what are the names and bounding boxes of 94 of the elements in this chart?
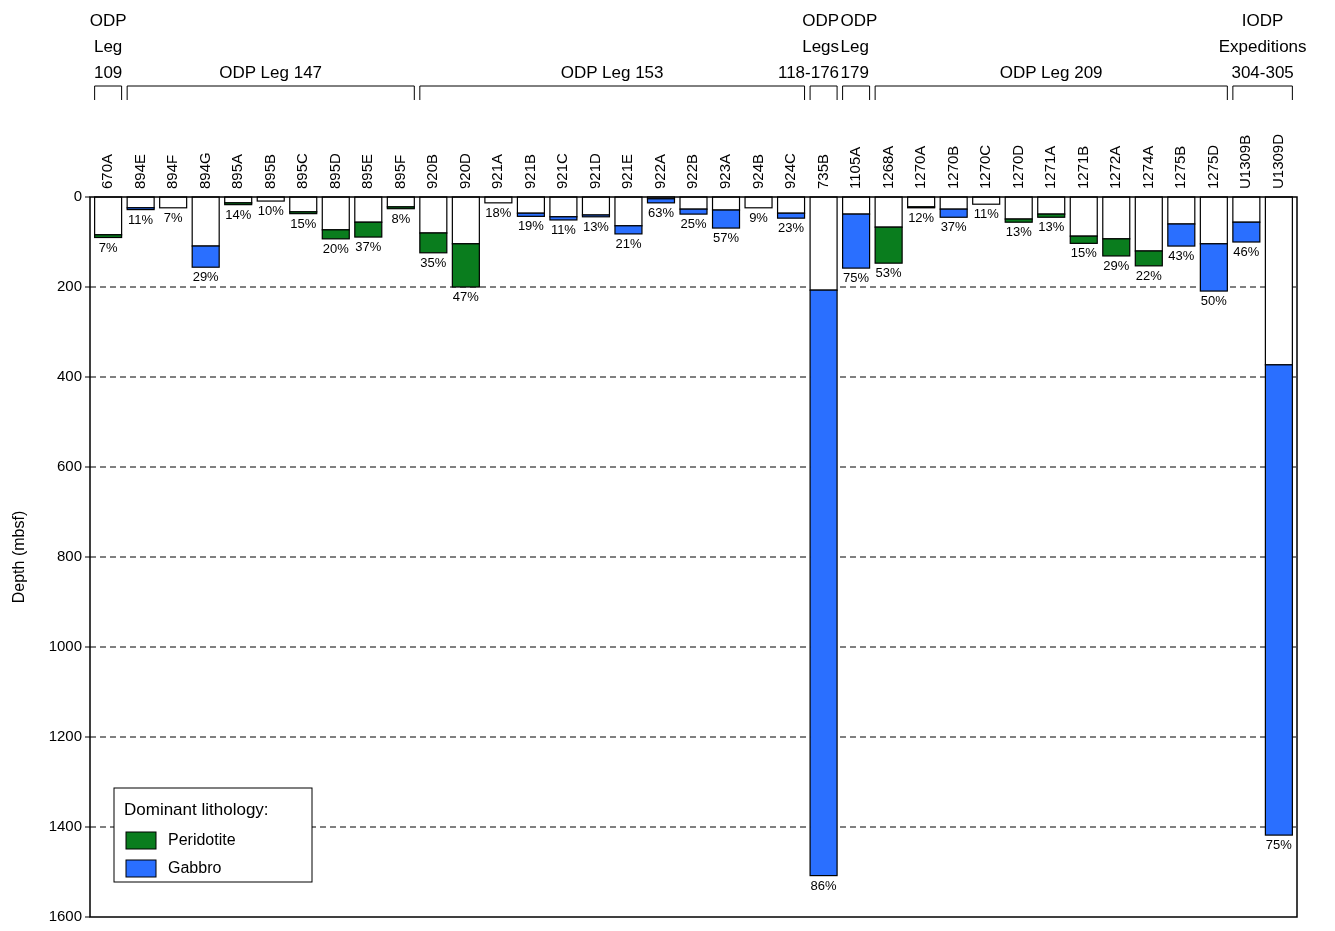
annotation: 53% <box>875 265 903 281</box>
annotation: 13% <box>1005 224 1033 240</box>
annotation: 14% <box>225 206 252 222</box>
annotation: 23% <box>778 220 805 236</box>
x-tick-label: 1271A <box>1041 145 1059 189</box>
annotation: 10% <box>257 203 285 219</box>
annotation: 20% <box>322 240 350 256</box>
y-tick-label: 1000 <box>48 636 82 654</box>
x-tick-label: 1270A <box>911 145 929 189</box>
x-tick-label: 1270B <box>943 145 961 189</box>
x-tick-label: 735B <box>813 153 831 189</box>
text: ODP Leg 179 <box>840 11 878 82</box>
x-tick-label: 1272A <box>1106 145 1124 189</box>
x-tick-label: 1270D <box>1008 144 1026 189</box>
x-tick-label: 1271B <box>1073 145 1091 189</box>
x-tick-label: 1274A <box>1138 145 1156 189</box>
annotation: 8% <box>391 210 411 226</box>
x-tick-label: 922A <box>650 153 668 189</box>
legend-label: Gabbro <box>168 859 222 877</box>
legend-title: Dominant lithology: <box>124 800 269 819</box>
x-tick-label: 921C <box>553 152 571 189</box>
x-tick-label: 920B <box>423 153 441 189</box>
y-tick-label: 1400 <box>48 816 82 834</box>
x-tick-label: 921A <box>488 153 506 189</box>
annotation: 25% <box>680 216 707 232</box>
x-tick-label: 670A <box>98 153 116 189</box>
text: ODP Leg 109 <box>89 11 127 82</box>
y-tick-label: 200 <box>56 276 82 294</box>
x-tick-label: 924B <box>748 153 766 189</box>
annotation: 35% <box>420 254 447 270</box>
legend-label: Peridotite <box>168 831 236 849</box>
x-tick-label: 894E <box>130 153 148 189</box>
x-tick-label: 1268A <box>878 145 896 189</box>
x-tick-label: 921E <box>618 153 636 189</box>
text: ODP Legs 118-176 <box>777 11 840 82</box>
y-tick-label: 1200 <box>48 726 82 744</box>
annotation: 22% <box>1135 267 1163 283</box>
annotation: 7% <box>163 209 183 225</box>
annotation: 11% <box>550 221 577 237</box>
annotation: 37% <box>355 239 382 255</box>
annotation: 50% <box>1200 293 1228 309</box>
y-tick-label: 0 <box>73 186 82 204</box>
x-tick-label: 895D <box>325 152 343 189</box>
annotation: 9% <box>749 209 769 225</box>
x-tick-label: 895B <box>260 153 278 189</box>
annotation: 86% <box>810 877 838 893</box>
text: IODP Expeditions 304-305 <box>1218 11 1307 82</box>
x-tick-label: 1275D <box>1203 144 1221 189</box>
annotation: 29% <box>1103 257 1130 273</box>
annotation: 18% <box>485 204 512 220</box>
x-tick-label: 895C <box>293 152 311 189</box>
y-tick-label: 1600 <box>48 906 82 924</box>
y-axis-title: Depth (mbsf) <box>10 510 27 604</box>
annotation: 19% <box>517 218 545 234</box>
x-tick-label: 921B <box>520 153 538 189</box>
x-tick-label: 924C <box>781 152 799 189</box>
annotation: 13% <box>582 218 610 234</box>
annotation: 15% <box>290 215 317 231</box>
x-tick-label: 894F <box>163 154 181 189</box>
x-tick-label: 920D <box>455 152 473 189</box>
annotation: 7% <box>98 239 118 255</box>
x-tick-label: 894G <box>195 152 213 189</box>
x-tick-label: 1105A <box>846 146 864 189</box>
x-tick-label: U1309B <box>1236 134 1254 189</box>
x-tick-label: 921D <box>585 152 603 189</box>
annotation: 57% <box>713 230 740 246</box>
annotation: 43% <box>1168 248 1195 264</box>
x-tick-label: 1270C <box>976 144 994 189</box>
text: ODP Leg 147 <box>219 63 323 82</box>
annotation: 37% <box>940 219 968 235</box>
x-tick-label: 922B <box>683 153 701 189</box>
annotation: 29% <box>192 269 220 285</box>
annotation: 21% <box>615 235 642 251</box>
annotation: 13% <box>1038 219 1065 235</box>
annotation: 11% <box>973 206 1000 222</box>
annotation: 12% <box>908 209 935 225</box>
annotation: 15% <box>1070 245 1098 261</box>
annotation: 11% <box>128 211 154 227</box>
annotation: 75% <box>843 270 870 286</box>
y-tick-label: 400 <box>56 366 82 384</box>
annotation: 46% <box>1233 244 1260 259</box>
x-tick-label: U1309D <box>1268 133 1286 189</box>
x-tick-label: 895A <box>228 153 246 189</box>
annotation: 47% <box>452 289 480 304</box>
y-tick-label: 800 <box>56 546 82 564</box>
y-tick-label: 600 <box>56 456 82 474</box>
x-tick-label: 895F <box>390 154 408 189</box>
x-tick-label: 895E <box>358 153 376 189</box>
text: ODP Leg 153 <box>560 63 664 82</box>
annotation: 75% <box>1265 837 1293 853</box>
text: ODP Leg 209 <box>999 63 1103 82</box>
x-tick-label: 1275B <box>1171 145 1189 189</box>
x-tick-label: 923A <box>715 153 733 189</box>
annotation: 63% <box>647 204 675 220</box>
